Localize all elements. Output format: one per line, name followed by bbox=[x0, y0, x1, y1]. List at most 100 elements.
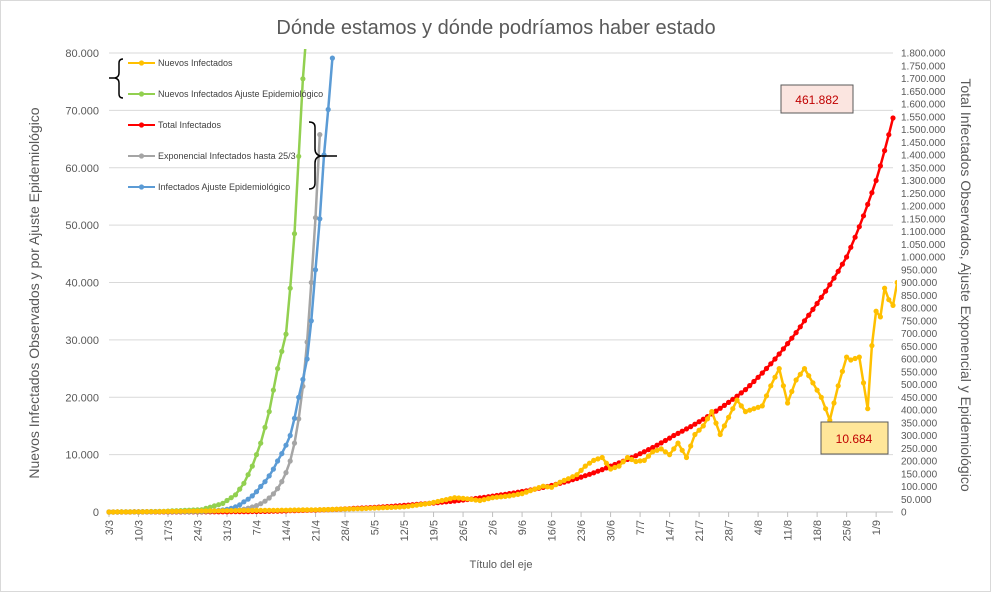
data-point bbox=[890, 302, 896, 308]
data-point bbox=[317, 216, 323, 222]
data-point bbox=[275, 366, 281, 372]
y-right-tick-label: 900.000 bbox=[901, 278, 938, 289]
data-point bbox=[296, 416, 302, 422]
data-point bbox=[253, 503, 260, 509]
data-point bbox=[173, 508, 179, 514]
legend-label: Exponencial Infectados hasta 25/3 bbox=[158, 151, 296, 161]
y-right-tick-label: 1.400.000 bbox=[901, 151, 946, 162]
data-point bbox=[279, 479, 285, 485]
data-point bbox=[291, 231, 298, 237]
data-point bbox=[312, 507, 319, 513]
data-point bbox=[359, 506, 365, 512]
data-point bbox=[730, 396, 736, 402]
data-point bbox=[270, 507, 276, 513]
y-right-tick-label: 1.350.000 bbox=[901, 163, 946, 174]
data-point bbox=[262, 424, 268, 430]
data-point bbox=[241, 507, 247, 514]
data-point bbox=[860, 213, 867, 219]
data-point bbox=[224, 497, 230, 504]
data-point bbox=[283, 442, 289, 448]
data-point bbox=[793, 377, 799, 383]
data-point bbox=[312, 267, 319, 273]
data-point bbox=[831, 400, 837, 406]
data-point bbox=[232, 504, 239, 510]
data-point bbox=[439, 497, 445, 504]
data-point bbox=[667, 452, 673, 458]
series-layer bbox=[106, 49, 897, 515]
x-tick-label: 7/4 bbox=[252, 520, 264, 535]
legend-label: Nuevos Infectados bbox=[158, 58, 233, 68]
series-line bbox=[109, 117, 895, 514]
data-point bbox=[852, 355, 858, 362]
data-point bbox=[232, 508, 239, 514]
data-point bbox=[582, 463, 588, 469]
data-point bbox=[283, 470, 289, 476]
data-point bbox=[519, 491, 525, 497]
data-point bbox=[696, 419, 702, 425]
data-point bbox=[780, 383, 787, 389]
data-point bbox=[886, 132, 892, 138]
data-point bbox=[287, 432, 293, 439]
data-point bbox=[603, 460, 610, 466]
y-right-tick-label: 1.500.000 bbox=[901, 125, 946, 136]
data-point bbox=[127, 509, 133, 515]
data-point bbox=[435, 498, 441, 505]
data-point bbox=[709, 409, 715, 415]
data-point bbox=[873, 177, 879, 184]
data-point bbox=[624, 454, 631, 461]
data-point bbox=[312, 215, 319, 221]
data-point bbox=[279, 348, 285, 354]
data-point bbox=[477, 497, 483, 504]
data-point bbox=[325, 506, 331, 513]
x-axis-title: Título del eje bbox=[470, 559, 533, 571]
data-point bbox=[135, 509, 142, 515]
data-point bbox=[629, 456, 635, 463]
legend-brace-left bbox=[114, 58, 124, 99]
data-point bbox=[612, 464, 618, 471]
data-point bbox=[114, 509, 120, 515]
y-right-tick-label: 1.600.000 bbox=[901, 100, 946, 111]
callout-nuevos-infectados: 10.684 bbox=[820, 421, 889, 455]
x-tick-label: 14/4 bbox=[281, 520, 293, 541]
data-point bbox=[797, 371, 803, 377]
data-point bbox=[216, 508, 222, 514]
x-tick-label: 16/6 bbox=[547, 520, 559, 541]
data-point bbox=[679, 447, 685, 453]
data-point bbox=[384, 504, 390, 511]
data-point bbox=[253, 507, 260, 513]
data-point bbox=[182, 508, 188, 514]
data-point bbox=[574, 472, 580, 478]
data-point bbox=[422, 501, 428, 507]
data-point bbox=[591, 457, 597, 463]
data-point bbox=[258, 507, 264, 513]
y-right-tick-label: 1.200.000 bbox=[901, 202, 946, 213]
data-point bbox=[464, 496, 470, 502]
data-point bbox=[692, 421, 698, 427]
x-tick-label: 28/4 bbox=[340, 520, 352, 541]
data-point bbox=[658, 440, 664, 446]
data-point bbox=[801, 366, 808, 372]
data-point bbox=[245, 507, 251, 514]
data-point bbox=[869, 343, 875, 349]
data-point bbox=[801, 318, 808, 324]
data-point bbox=[300, 507, 306, 513]
data-point bbox=[704, 416, 711, 422]
data-point bbox=[367, 505, 373, 511]
y-left-tick-label: 70.000 bbox=[65, 105, 99, 117]
y-right-tick-label: 800.000 bbox=[901, 304, 938, 315]
data-point bbox=[793, 330, 799, 336]
data-point bbox=[776, 351, 782, 357]
data-point bbox=[616, 463, 622, 469]
x-tick-label: 1/9 bbox=[871, 520, 883, 535]
data-point bbox=[401, 504, 407, 510]
data-point bbox=[110, 509, 116, 515]
axes: 0 10.000 20.000 30.000 40.000 50.000 60.000 70.… bbox=[65, 48, 946, 541]
data-point bbox=[599, 454, 605, 461]
data-point bbox=[780, 346, 787, 352]
y-right-tick-label: 350.000 bbox=[901, 418, 938, 429]
x-tick-label: 31/3 bbox=[222, 520, 234, 541]
data-point bbox=[178, 508, 184, 514]
data-point bbox=[291, 507, 298, 513]
data-point bbox=[506, 493, 512, 499]
